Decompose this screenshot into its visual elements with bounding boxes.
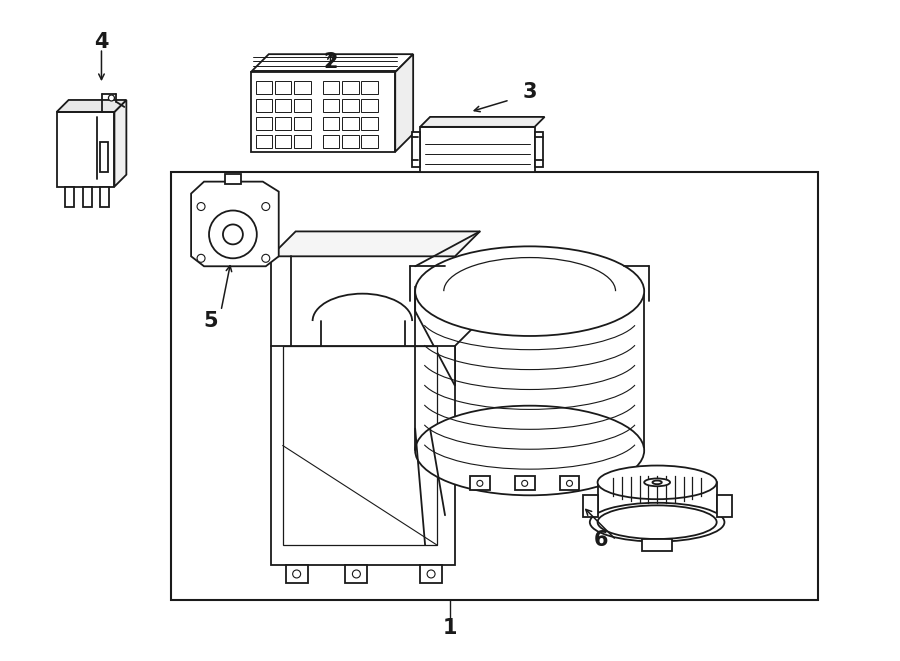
Ellipse shape [598,465,716,499]
Bar [420,127,535,172]
Bar [294,99,310,112]
Circle shape [353,570,360,578]
Bar [275,99,292,112]
Ellipse shape [415,247,644,336]
Bar [294,117,310,130]
Ellipse shape [644,479,670,486]
Bar [515,477,535,490]
Bar [362,99,378,112]
Circle shape [262,254,270,262]
Text: 5: 5 [203,311,219,331]
Circle shape [197,202,205,210]
Bar [342,136,358,148]
Bar [65,186,74,206]
Bar [412,132,420,167]
Polygon shape [271,231,480,256]
Bar [256,117,272,130]
Bar [225,174,241,184]
Ellipse shape [598,506,716,539]
Text: 3: 3 [522,82,537,102]
Bar [285,565,308,583]
Polygon shape [271,256,455,565]
Bar [535,132,543,167]
Bar [83,186,92,206]
Bar [251,72,395,152]
Bar [171,172,818,600]
Polygon shape [395,54,413,152]
Bar [323,117,339,130]
Bar [362,81,378,94]
Ellipse shape [415,406,644,495]
Ellipse shape [590,503,724,541]
Polygon shape [114,100,126,186]
Bar [582,495,598,517]
Circle shape [292,570,301,578]
Bar [275,81,292,94]
Bar [101,142,108,172]
Bar [57,112,114,186]
Polygon shape [420,117,544,127]
Bar [283,346,437,545]
Bar [362,117,378,130]
Bar [342,117,358,130]
Polygon shape [57,100,126,112]
Bar [323,81,339,94]
Bar [342,99,358,112]
Circle shape [477,481,483,486]
Text: 1: 1 [443,618,457,638]
Bar [275,136,292,148]
Text: 6: 6 [594,530,608,550]
Circle shape [522,481,527,486]
Circle shape [223,225,243,245]
Bar [256,136,272,148]
Text: 4: 4 [94,32,109,52]
Bar [362,136,378,148]
Bar [256,81,272,94]
Bar [420,565,442,583]
Polygon shape [415,286,480,386]
Bar [101,186,110,206]
Bar [323,99,339,112]
Circle shape [197,254,205,262]
Circle shape [566,481,572,486]
Bar [643,539,672,551]
Bar [346,565,367,583]
Polygon shape [251,54,413,72]
Bar [294,81,310,94]
Bar [256,99,272,112]
Bar [342,81,358,94]
Circle shape [209,210,256,258]
Bar [323,136,339,148]
Text: 2: 2 [323,52,338,72]
Bar [716,495,732,517]
Polygon shape [191,182,279,266]
Circle shape [262,202,270,210]
Bar [275,117,292,130]
Ellipse shape [652,481,662,484]
Bar [560,477,580,490]
Bar [470,477,490,490]
Circle shape [108,95,114,101]
Bar [294,136,310,148]
Circle shape [428,570,435,578]
